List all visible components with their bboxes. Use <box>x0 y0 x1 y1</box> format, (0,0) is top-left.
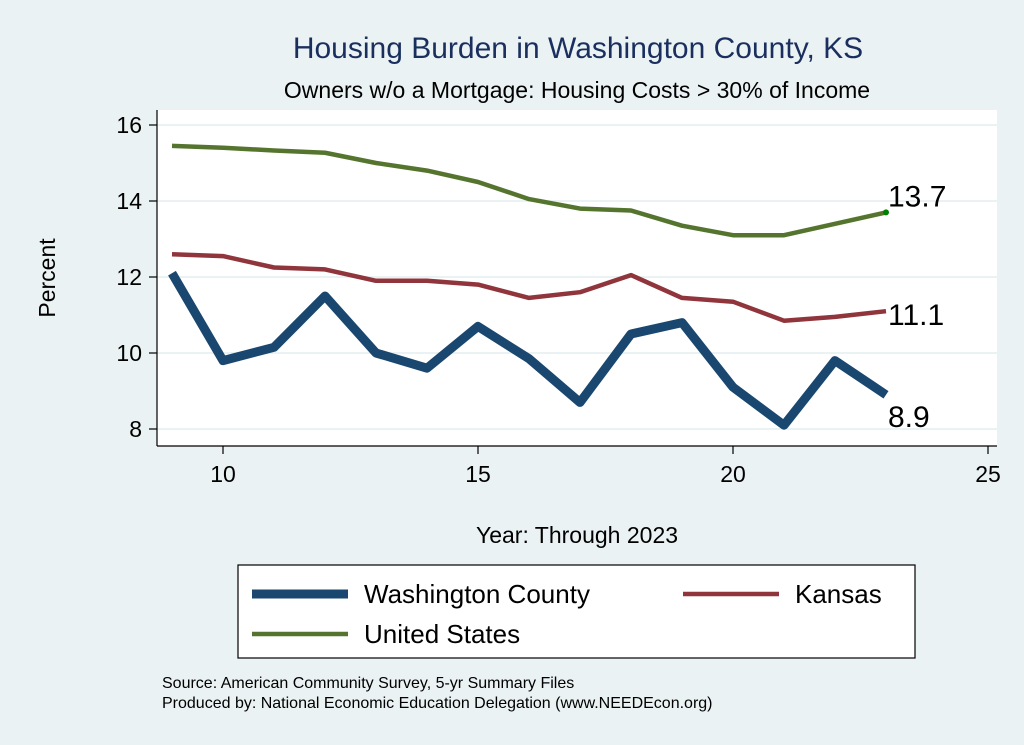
y-tick-label: 14 <box>116 188 142 214</box>
y-tick-label: 12 <box>116 264 142 290</box>
x-tick-label: 20 <box>720 461 746 487</box>
x-tick-label: 10 <box>210 461 236 487</box>
y-tick-label: 16 <box>116 112 142 138</box>
end-label-united-states: 13.7 <box>888 180 946 213</box>
legend <box>237 564 916 659</box>
end-marker <box>883 209 889 216</box>
legend-label-kansas: Kansas <box>795 579 882 609</box>
y-axis-label: Percent <box>34 238 60 318</box>
chart-subtitle: Owners w/o a Mortgage: Housing Costs > 3… <box>284 77 870 103</box>
x-tick-label: 25 <box>975 461 1001 487</box>
series-line-kansas <box>171 251 887 323</box>
y-tick-label: 10 <box>116 340 142 366</box>
series-line-washington-county <box>168 270 889 430</box>
x-axis-label: Year: Through 2023 <box>476 522 678 548</box>
source-note: Source: American Community Survey, 5-yr … <box>162 675 574 692</box>
y-tick-label: 8 <box>129 416 142 442</box>
end-label-washington-county: 8.9 <box>888 401 930 434</box>
chart-title: Housing Burden in Washington County, KS <box>293 32 863 65</box>
end-label-kansas: 11.1 <box>888 299 944 332</box>
producer-note: Produced by: National Economic Education… <box>162 695 713 712</box>
legend-label-united-states: United States <box>364 619 520 649</box>
legend-label-washington-county: Washington County <box>364 579 590 609</box>
series-line-united-states <box>171 143 887 238</box>
x-tick-label: 15 <box>465 461 491 487</box>
